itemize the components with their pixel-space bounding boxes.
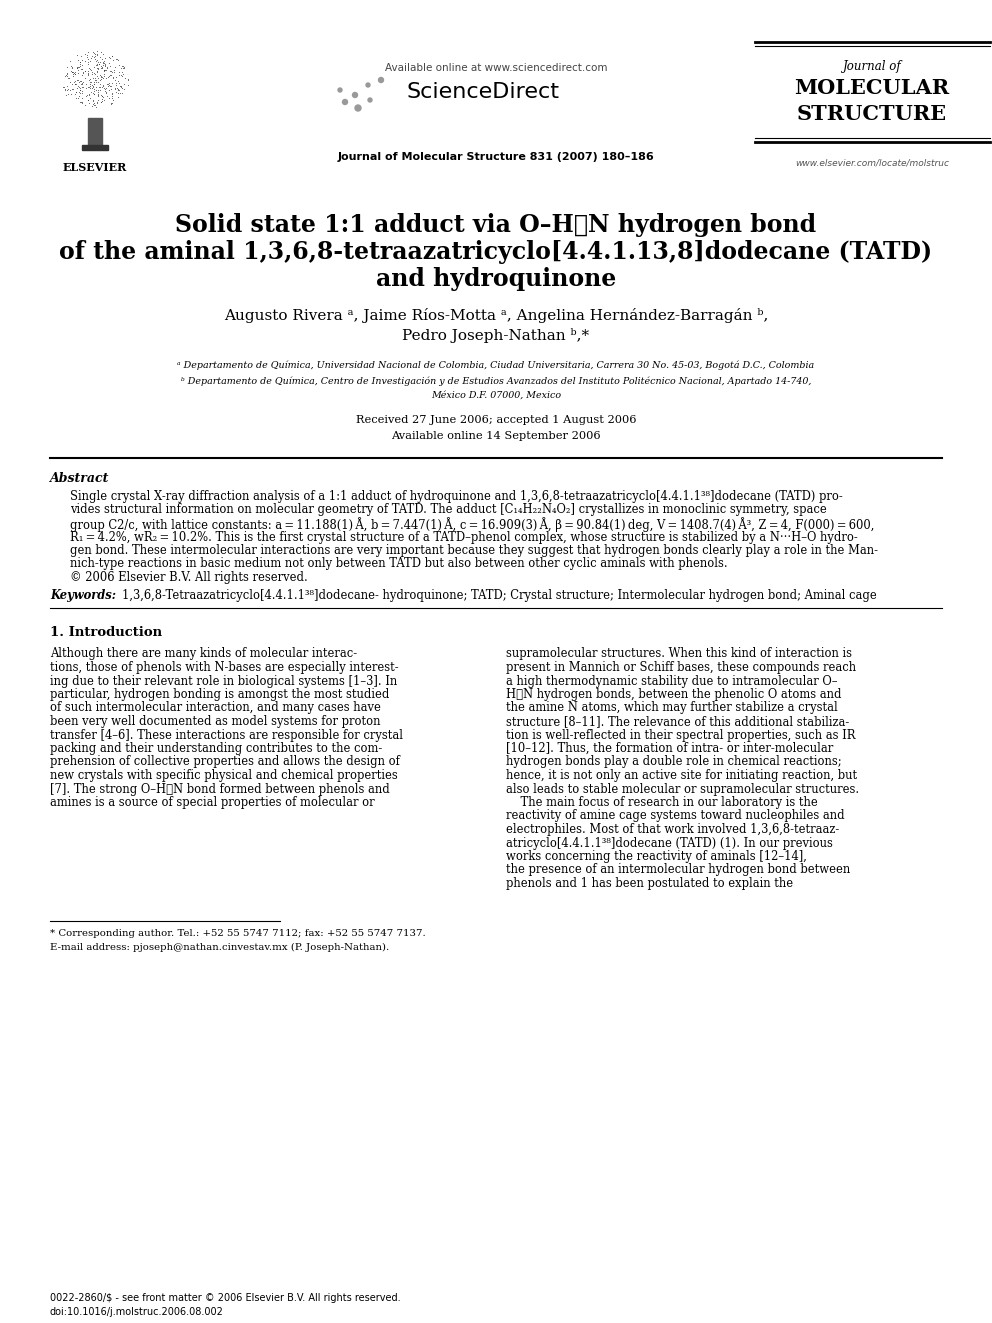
Text: [10–12]. Thus, the formation of intra- or inter-molecular: [10–12]. Thus, the formation of intra- o… bbox=[506, 742, 833, 755]
Text: atricyclo[4.4.1.1³⁸]dodecane (TATD) (1). In our previous: atricyclo[4.4.1.1³⁸]dodecane (TATD) (1).… bbox=[506, 836, 833, 849]
Text: Journal of Molecular Structure 831 (2007) 180–186: Journal of Molecular Structure 831 (2007… bbox=[337, 152, 655, 161]
Text: a high thermodynamic stability due to intramolecular O–: a high thermodynamic stability due to in… bbox=[506, 675, 837, 688]
Bar bbox=[88, 118, 102, 148]
Text: vides structural information on molecular geometry of TATD. The adduct [C₁₄H₂₂N₄: vides structural information on molecula… bbox=[70, 504, 826, 516]
Text: packing and their understanding contributes to the com-: packing and their understanding contribu… bbox=[50, 742, 382, 755]
Text: and hydroquinone: and hydroquinone bbox=[376, 267, 616, 291]
Text: Journal of: Journal of bbox=[842, 60, 902, 73]
Text: ScienceDirect: ScienceDirect bbox=[407, 82, 560, 102]
Circle shape bbox=[368, 98, 372, 102]
Text: nich-type reactions in basic medium not only between TATD but also between other: nich-type reactions in basic medium not … bbox=[70, 557, 727, 570]
Text: 0022-2860/$ - see front matter © 2006 Elsevier B.V. All rights reserved.: 0022-2860/$ - see front matter © 2006 El… bbox=[50, 1293, 401, 1303]
Text: hence, it is not only an active site for initiating reaction, but: hence, it is not only an active site for… bbox=[506, 769, 857, 782]
Text: [7]. The strong O–H⋯N bond formed between phenols and: [7]. The strong O–H⋯N bond formed betwee… bbox=[50, 782, 390, 795]
Bar bbox=[82, 146, 108, 149]
Text: doi:10.1016/j.molstruc.2006.08.002: doi:10.1016/j.molstruc.2006.08.002 bbox=[50, 1307, 224, 1316]
Text: electrophiles. Most of that work involved 1,3,6,8-tetraaz-: electrophiles. Most of that work involve… bbox=[506, 823, 839, 836]
Text: ing due to their relevant role in biological systems [1–3]. In: ing due to their relevant role in biolog… bbox=[50, 675, 397, 688]
Text: MOLECULAR: MOLECULAR bbox=[795, 78, 949, 98]
Text: tion is well-reflected in their spectral properties, such as IR: tion is well-reflected in their spectral… bbox=[506, 729, 855, 741]
Circle shape bbox=[338, 89, 342, 93]
Text: reactivity of amine cage systems toward nucleophiles and: reactivity of amine cage systems toward … bbox=[506, 810, 844, 823]
Text: ᵇ Departamento de Química, Centro de Investigación y de Estudios Avanzados del I: ᵇ Departamento de Química, Centro de Inv… bbox=[181, 376, 811, 385]
Text: the amine N atoms, which may further stabilize a crystal: the amine N atoms, which may further sta… bbox=[506, 701, 838, 714]
Text: phenols and 1 has been postulated to explain the: phenols and 1 has been postulated to exp… bbox=[506, 877, 794, 890]
Text: Available online at www.sciencedirect.com: Available online at www.sciencedirect.co… bbox=[385, 64, 607, 73]
Circle shape bbox=[355, 105, 361, 111]
Circle shape bbox=[366, 83, 370, 87]
Text: Augusto Rivera ᵃ, Jaime Ríos-Motta ᵃ, Angelina Hernández-Barragán ᵇ,: Augusto Rivera ᵃ, Jaime Ríos-Motta ᵃ, An… bbox=[224, 308, 768, 323]
Text: particular, hydrogen bonding is amongst the most studied: particular, hydrogen bonding is amongst … bbox=[50, 688, 390, 701]
Text: of the aminal 1,3,6,8-tetraazatricyclo[4.4.1.13,8]dodecane (TATD): of the aminal 1,3,6,8-tetraazatricyclo[4… bbox=[60, 239, 932, 265]
Text: 1,3,6,8-Tetraazatricyclo[4.4.1.1³⁸]dodecane- hydroquinone; TATD; Crystal structu: 1,3,6,8-Tetraazatricyclo[4.4.1.1³⁸]dodec… bbox=[122, 590, 877, 602]
Text: Single crystal X-ray diffraction analysis of a 1:1 adduct of hydroquinone and 1,: Single crystal X-ray diffraction analysi… bbox=[70, 490, 843, 503]
Circle shape bbox=[342, 99, 347, 105]
Text: works concerning the reactivity of aminals [12–14],: works concerning the reactivity of amina… bbox=[506, 849, 806, 863]
Text: tions, those of phenols with N-bases are especially interest-: tions, those of phenols with N-bases are… bbox=[50, 662, 399, 673]
Text: H⋯N hydrogen bonds, between the phenolic O atoms and: H⋯N hydrogen bonds, between the phenolic… bbox=[506, 688, 841, 701]
Text: the presence of an intermolecular hydrogen bond between: the presence of an intermolecular hydrog… bbox=[506, 864, 850, 877]
Text: new crystals with specific physical and chemical properties: new crystals with specific physical and … bbox=[50, 769, 398, 782]
Text: The main focus of research in our laboratory is the: The main focus of research in our labora… bbox=[506, 796, 817, 808]
Text: structure [8–11]. The relevance of this additional stabiliza-: structure [8–11]. The relevance of this … bbox=[506, 714, 849, 728]
Text: 1. Introduction: 1. Introduction bbox=[50, 626, 162, 639]
Text: Although there are many kinds of molecular interac-: Although there are many kinds of molecul… bbox=[50, 647, 357, 660]
Text: present in Mannich or Schiff bases, these compounds reach: present in Mannich or Schiff bases, thes… bbox=[506, 662, 856, 673]
Text: supramolecular structures. When this kind of interaction is: supramolecular structures. When this kin… bbox=[506, 647, 852, 660]
Text: gen bond. These intermolecular interactions are very important because they sugg: gen bond. These intermolecular interacti… bbox=[70, 544, 878, 557]
Text: E-mail address: pjoseph@nathan.cinvestav.mx (P. Joseph-Nathan).: E-mail address: pjoseph@nathan.cinvestav… bbox=[50, 942, 389, 951]
Text: Received 27 June 2006; accepted 1 August 2006: Received 27 June 2006; accepted 1 August… bbox=[356, 415, 636, 425]
Text: Abstract: Abstract bbox=[50, 472, 109, 486]
Text: STRUCTURE: STRUCTURE bbox=[797, 105, 947, 124]
Text: * Corresponding author. Tel.: +52 55 5747 7112; fax: +52 55 5747 7137.: * Corresponding author. Tel.: +52 55 574… bbox=[50, 929, 426, 938]
Text: ᵃ Departamento de Química, Universidad Nacional de Colombia, Ciudad Universitari: ᵃ Departamento de Química, Universidad N… bbox=[178, 360, 814, 369]
Text: Available online 14 September 2006: Available online 14 September 2006 bbox=[391, 431, 601, 441]
Text: prehension of collective properties and allows the design of: prehension of collective properties and … bbox=[50, 755, 400, 769]
Text: been very well documented as model systems for proton: been very well documented as model syste… bbox=[50, 714, 381, 728]
Text: also leads to stable molecular or supramolecular structures.: also leads to stable molecular or supram… bbox=[506, 782, 859, 795]
Text: of such intermolecular interaction, and many cases have: of such intermolecular interaction, and … bbox=[50, 701, 381, 714]
Text: www.elsevier.com/locate/molstruc: www.elsevier.com/locate/molstruc bbox=[795, 157, 949, 167]
Text: hydrogen bonds play a double role in chemical reactions;: hydrogen bonds play a double role in che… bbox=[506, 755, 841, 769]
Text: R₁ = 4.2%, wR₂ = 10.2%. This is the first crystal structure of a TATD–phenol com: R₁ = 4.2%, wR₂ = 10.2%. This is the firs… bbox=[70, 531, 858, 544]
Circle shape bbox=[379, 78, 384, 82]
Text: Solid state 1:1 adduct via O–H⋯N hydrogen bond: Solid state 1:1 adduct via O–H⋯N hydroge… bbox=[176, 213, 816, 237]
Text: ELSEVIER: ELSEVIER bbox=[62, 161, 127, 173]
Text: Pedro Joseph-Nathan ᵇ,*: Pedro Joseph-Nathan ᵇ,* bbox=[403, 328, 589, 343]
Circle shape bbox=[352, 93, 357, 98]
Text: Keywords:: Keywords: bbox=[50, 590, 116, 602]
Text: © 2006 Elsevier B.V. All rights reserved.: © 2006 Elsevier B.V. All rights reserved… bbox=[70, 572, 308, 583]
Text: amines is a source of special properties of molecular or: amines is a source of special properties… bbox=[50, 796, 375, 808]
Text: group C2/c, with lattice constants: a = 11.188(1) Å, b = 7.447(1) Å, c = 16.909(: group C2/c, with lattice constants: a = … bbox=[70, 517, 874, 532]
Text: transfer [4–6]. These interactions are responsible for crystal: transfer [4–6]. These interactions are r… bbox=[50, 729, 403, 741]
Text: México D.F. 07000, Mexico: México D.F. 07000, Mexico bbox=[431, 392, 561, 400]
